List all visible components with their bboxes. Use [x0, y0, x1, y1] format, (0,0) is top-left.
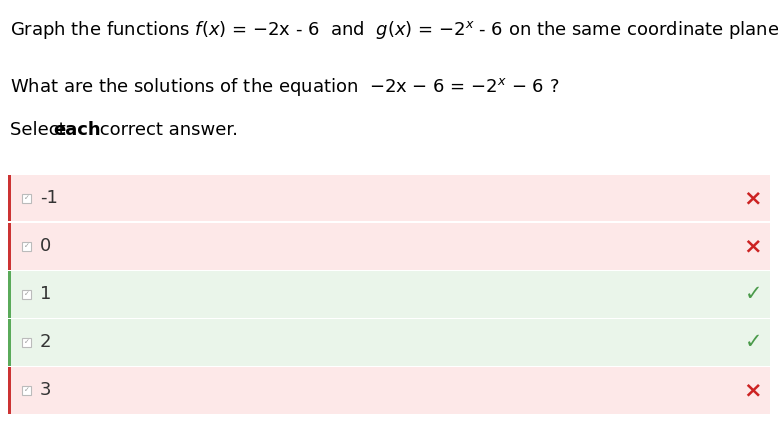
Text: ×: ×	[743, 188, 762, 208]
Text: Graph the functions $f(x)$ = $-$2x - 6  and  $g(x)$ = $-$2$^x$ - 6 on the same c: Graph the functions $f(x)$ = $-$2x - 6 a…	[10, 19, 778, 41]
FancyBboxPatch shape	[22, 194, 31, 203]
Text: What are the solutions of the equation  $-$2x $-$ 6 = $-$2$^x$ $-$ 6 ?: What are the solutions of the equation $…	[10, 76, 559, 99]
FancyBboxPatch shape	[8, 175, 770, 221]
FancyBboxPatch shape	[8, 271, 11, 317]
FancyBboxPatch shape	[8, 223, 770, 269]
FancyBboxPatch shape	[22, 338, 31, 347]
Text: ✓: ✓	[745, 332, 762, 352]
FancyBboxPatch shape	[8, 319, 770, 366]
Text: -1: -1	[40, 189, 58, 207]
Text: Select: Select	[10, 121, 72, 139]
Text: 0: 0	[40, 237, 51, 255]
Text: 2: 2	[40, 333, 51, 351]
FancyBboxPatch shape	[8, 367, 770, 414]
FancyBboxPatch shape	[8, 223, 11, 269]
Text: each: each	[53, 121, 100, 139]
Text: ✓: ✓	[23, 339, 30, 345]
FancyBboxPatch shape	[8, 271, 770, 317]
FancyBboxPatch shape	[22, 290, 31, 299]
Text: correct answer.: correct answer.	[94, 121, 238, 139]
Text: 3: 3	[40, 381, 51, 399]
Text: ✓: ✓	[23, 243, 30, 249]
FancyBboxPatch shape	[8, 319, 11, 366]
FancyBboxPatch shape	[22, 386, 31, 395]
Text: 1: 1	[40, 285, 51, 303]
Text: ✓: ✓	[745, 284, 762, 304]
Text: ×: ×	[743, 380, 762, 400]
Text: ✓: ✓	[23, 291, 30, 297]
FancyBboxPatch shape	[22, 242, 31, 251]
Text: ×: ×	[743, 236, 762, 256]
Text: ✓: ✓	[23, 195, 30, 201]
Text: ✓: ✓	[23, 387, 30, 393]
FancyBboxPatch shape	[8, 367, 11, 414]
FancyBboxPatch shape	[8, 175, 11, 221]
